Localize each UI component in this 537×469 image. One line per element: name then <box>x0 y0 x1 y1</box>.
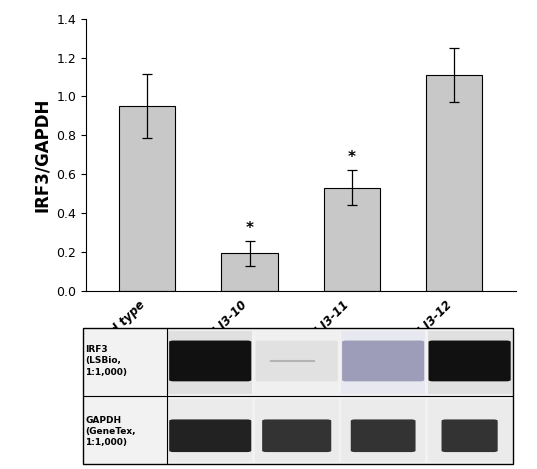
Bar <box>427 331 512 393</box>
Bar <box>255 331 339 393</box>
Text: *: * <box>245 221 253 236</box>
FancyBboxPatch shape <box>169 419 251 452</box>
FancyBboxPatch shape <box>342 340 424 381</box>
FancyBboxPatch shape <box>262 419 331 452</box>
FancyBboxPatch shape <box>441 419 498 452</box>
Bar <box>168 399 252 461</box>
Bar <box>341 331 425 393</box>
FancyBboxPatch shape <box>351 419 416 452</box>
Bar <box>324 188 380 291</box>
Y-axis label: IRF3/GAPDH: IRF3/GAPDH <box>33 98 50 212</box>
Bar <box>426 75 482 291</box>
Text: *: * <box>348 151 356 166</box>
FancyBboxPatch shape <box>429 340 511 381</box>
Bar <box>168 331 252 393</box>
Bar <box>221 253 278 291</box>
FancyBboxPatch shape <box>83 328 513 464</box>
Text: GAPDH
(GeneTex,
1:1,000): GAPDH (GeneTex, 1:1,000) <box>85 416 136 447</box>
FancyBboxPatch shape <box>256 340 338 381</box>
Bar <box>255 399 339 461</box>
Bar <box>119 106 176 291</box>
Bar <box>427 399 512 461</box>
Text: IRF3
(LSBio,
1:1,000): IRF3 (LSBio, 1:1,000) <box>85 345 127 377</box>
FancyBboxPatch shape <box>169 340 251 381</box>
Bar <box>341 399 425 461</box>
